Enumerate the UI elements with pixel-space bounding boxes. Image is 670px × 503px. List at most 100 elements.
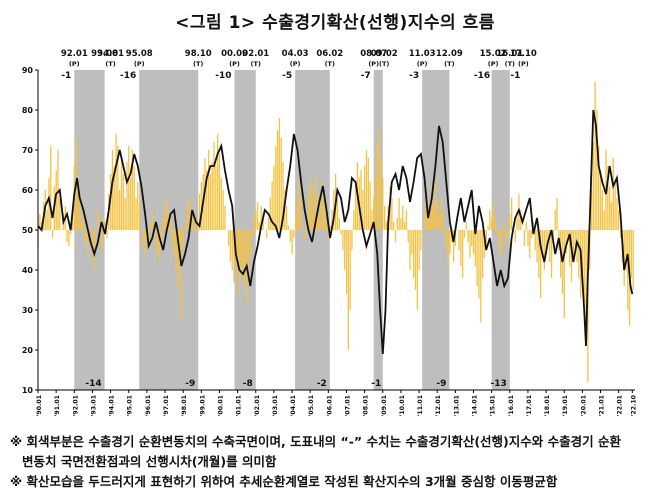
diffusion-bar — [498, 230, 500, 246]
diffusion-bar — [124, 198, 126, 230]
diffusion-bar — [373, 198, 375, 230]
diffusion-bar — [244, 230, 246, 286]
diffusion-bar — [51, 230, 54, 238]
x-tick-label: '22.01 — [617, 395, 624, 416]
diffusion-bar — [465, 222, 467, 230]
diffusion-bar — [382, 178, 384, 230]
y-tick-label: 30 — [22, 306, 34, 315]
turning-point-phase: (T) — [444, 60, 454, 68]
diffusion-bar — [523, 230, 526, 246]
diffusion-bar — [612, 158, 614, 230]
lead-time-label: -14 — [85, 379, 101, 389]
footnotes: ※ 회색부분은 수출경기 순환변동치의 수축국면이며, 도표내의 “-” 수치는… — [10, 432, 665, 492]
diffusion-bar — [86, 230, 88, 254]
diffusion-bar — [367, 158, 369, 230]
diffusion-bar — [496, 230, 498, 234]
diffusion-bar — [569, 230, 571, 266]
diffusion-bar — [115, 134, 117, 230]
lead-time-label: -7 — [361, 71, 371, 81]
diffusion-bar — [598, 146, 600, 230]
turning-point-date: 98.10 — [185, 49, 212, 59]
diffusion-bar — [173, 230, 175, 254]
diffusion-bar — [333, 190, 335, 230]
diffusion-bar — [84, 230, 86, 242]
diffusion-bar — [481, 230, 484, 278]
diffusion-bar — [543, 230, 545, 270]
diffusion-bar — [82, 214, 85, 230]
diffusion-bar — [590, 190, 593, 230]
diffusion-bar — [552, 230, 555, 238]
diffusion-bar — [100, 230, 103, 250]
diffusion-bar — [168, 222, 170, 230]
diffusion-bar — [162, 218, 164, 230]
diffusion-bar — [184, 226, 186, 230]
lead-time-label: -2 — [317, 379, 327, 389]
diffusion-bar — [492, 202, 495, 230]
lead-time-label: -8 — [243, 379, 253, 389]
diffusion-bar — [507, 230, 509, 234]
x-tick-label: '91.01 — [54, 395, 61, 416]
diffusion-bar — [237, 230, 239, 274]
diffusion-bar — [271, 182, 273, 230]
lead-time-label: -16 — [474, 71, 490, 81]
turning-point-date: 02.01 — [242, 49, 269, 59]
diffusion-bar — [128, 146, 130, 230]
diffusion-bar — [320, 202, 322, 230]
lead-time-label: -16 — [120, 71, 136, 81]
y-tick-label: 40 — [22, 266, 34, 275]
diffusion-bar — [300, 202, 302, 230]
diffusion-bar — [133, 166, 135, 230]
diffusion-bar — [255, 210, 257, 230]
diffusion-bar — [545, 230, 547, 254]
diffusion-bar — [137, 182, 139, 230]
diffusion-bar — [233, 230, 235, 282]
turning-point-phase: (T) — [325, 60, 335, 68]
diffusion-bar — [393, 222, 395, 230]
x-tick-label: '08.01 — [363, 395, 370, 416]
lead-time-label: -5 — [282, 71, 292, 81]
diffusion-bar — [242, 230, 244, 266]
diffusion-bar — [491, 218, 493, 230]
diffusion-bar — [220, 178, 222, 230]
turning-point-phase: (P) — [69, 60, 80, 68]
diffusion-bar — [362, 190, 364, 230]
diffusion-bar — [309, 178, 311, 230]
diffusion-bar — [520, 210, 522, 230]
lead-time-label: -1 — [371, 379, 381, 389]
diffusion-bar — [222, 190, 224, 230]
diffusion-bar — [338, 218, 340, 230]
diffusion-bar — [427, 214, 429, 230]
diffusion-bar — [380, 158, 382, 230]
diffusion-bar — [416, 230, 418, 310]
diffusion-bar — [581, 230, 584, 278]
diffusion-bar — [120, 158, 123, 230]
diffusion-bar — [541, 230, 544, 254]
diffusion-bar — [97, 210, 99, 230]
x-tick-label: '99.01 — [199, 395, 206, 416]
diffusion-bar — [247, 230, 250, 270]
diffusion-bar — [570, 230, 573, 282]
x-tick-label: '93.01 — [90, 395, 97, 416]
diffusion-bar — [46, 210, 48, 230]
diffusion-bar — [413, 230, 415, 278]
diffusion-bar — [489, 210, 491, 230]
diffusion-bar — [195, 230, 197, 234]
diffusion-bar — [269, 198, 271, 230]
diffusion-bar — [472, 230, 475, 254]
footnote-1: ※ 회색부분은 수출경기 순환변동치의 수축국면이며, 도표내의 “-” 수치는… — [10, 434, 621, 449]
diffusion-bar — [193, 210, 195, 230]
diffusion-bar — [293, 230, 295, 238]
diffusion-bar — [383, 206, 386, 230]
diffusion-bar — [296, 198, 299, 230]
lead-time-label: -1 — [510, 71, 520, 81]
diffusion-bar — [131, 150, 134, 230]
diffusion-bar — [594, 82, 596, 230]
diffusion-bar — [142, 230, 144, 246]
diffusion-bar — [151, 210, 154, 230]
diffusion-bar — [157, 230, 159, 254]
y-tick-label: 10 — [22, 386, 34, 395]
diffusion-bar — [483, 230, 486, 258]
diffusion-bar — [463, 230, 466, 238]
diffusion-bar — [322, 182, 324, 230]
y-tick-label: 50 — [22, 226, 34, 235]
